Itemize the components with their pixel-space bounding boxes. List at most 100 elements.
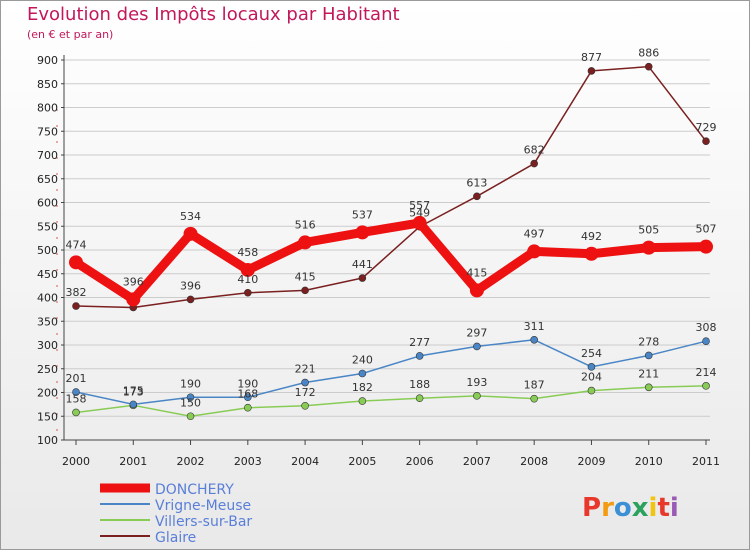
data-label: 410 (237, 273, 258, 286)
x-tick-label: 2003 (234, 455, 262, 468)
series-line-donchery (71, 218, 711, 304)
y-tick-label: 500 (37, 244, 58, 257)
data-label: 474 (66, 238, 87, 251)
data-label: 193 (466, 376, 487, 389)
data-point (301, 286, 309, 295)
data-label: 382 (66, 286, 87, 299)
y-tick-label: 300 (37, 339, 58, 352)
data-point (587, 67, 596, 75)
x-tick-label: 2000 (62, 455, 90, 468)
data-label: 168 (237, 388, 258, 401)
data-label: 613 (466, 176, 487, 189)
y-tick-label: 200 (37, 387, 58, 400)
legend-label: Vrigne-Meuse (155, 498, 251, 514)
x-tick-label: 2005 (348, 455, 376, 468)
y-tick-label: 350 (37, 315, 58, 328)
data-point (298, 235, 313, 250)
data-point (527, 244, 542, 259)
data-point (183, 226, 198, 241)
y-tick-label: 850 (37, 78, 58, 91)
data-point (244, 393, 252, 402)
data-label: 240 (352, 354, 373, 367)
axes (56, 55, 710, 441)
x-tick-label: 2009 (577, 455, 605, 468)
logo-letter: P (582, 493, 601, 523)
data-label: 173 (123, 385, 144, 398)
y-tick-label: 550 (37, 220, 58, 233)
data-label: 396 (123, 275, 144, 288)
data-labels: 474 396 534 458 516 537 557 415 497 492 505 507 201 1… (66, 47, 717, 410)
x-tick-label: 2007 (463, 455, 491, 468)
x-tick-label: 2011 (692, 455, 720, 468)
data-point (301, 378, 309, 387)
series-group (69, 62, 713, 421)
x-tick-label: 2010 (635, 455, 663, 468)
data-label: 214 (696, 366, 717, 379)
data-label: 278 (638, 335, 659, 348)
data-point (473, 342, 481, 351)
data-point (530, 335, 538, 344)
data-label: 211 (638, 367, 659, 380)
data-point (129, 400, 138, 409)
y-tick-label: 650 (37, 173, 58, 186)
x-axis-ticks: 2000 2001 2002 2003 2004 2005 2006 2007 2008 2009… (62, 440, 720, 468)
y-tick-label: 450 (37, 268, 58, 281)
data-point (301, 401, 309, 410)
data-point (412, 215, 427, 230)
data-point (530, 159, 538, 168)
logo-letter: i (649, 493, 658, 523)
data-point (644, 62, 653, 71)
data-label: 187 (524, 379, 545, 392)
x-tick-label: 2008 (520, 455, 548, 468)
data-point (72, 408, 80, 417)
data-label: 254 (581, 347, 602, 360)
data-point (69, 255, 83, 270)
series-line-vrigne-meuse (75, 339, 707, 406)
data-label: 516 (295, 218, 316, 231)
logo-letter: o (614, 493, 632, 523)
data-label: 201 (66, 372, 87, 385)
data-label: 415 (295, 270, 316, 283)
logo-letter: r (601, 493, 614, 523)
legend-label: Glaire (155, 530, 196, 546)
data-label: 729 (696, 121, 717, 134)
data-label: 204 (581, 371, 602, 384)
x-tick-label: 2001 (119, 455, 147, 468)
data-label: 492 (581, 230, 602, 243)
data-point (358, 397, 367, 405)
data-point (587, 386, 596, 395)
logo-letter: x (632, 493, 649, 523)
data-point (72, 388, 80, 396)
data-point (587, 363, 596, 371)
data-label: 308 (696, 321, 717, 334)
data-point (186, 393, 195, 402)
legend-label: Villers-sur-Bar (155, 514, 252, 530)
y-axis-ticks: 100 150 200 250 300 350 400 450 500 550 600 650 700 7… (37, 54, 64, 447)
data-point (186, 295, 195, 304)
data-point (641, 240, 656, 255)
x-tick-label: 2004 (291, 455, 319, 468)
data-label: 175 (123, 384, 144, 397)
series-line-glaire (75, 65, 707, 309)
y-tick-label: 150 (37, 410, 58, 423)
y-tick-label: 100 (37, 434, 58, 447)
logo-letter: i (670, 493, 679, 523)
proxiti-logo: Proxiti (582, 493, 679, 523)
data-label: 190 (180, 377, 201, 390)
data-label: 458 (237, 246, 258, 259)
data-label: 190 (237, 377, 258, 390)
data-point (244, 288, 252, 297)
data-label: 297 (466, 326, 487, 339)
data-label: 886 (638, 47, 659, 60)
x-tick-label: 2002 (177, 455, 205, 468)
data-point (126, 292, 141, 307)
data-point (702, 137, 710, 146)
data-label: 188 (409, 378, 430, 391)
y-tick-label: 750 (37, 125, 58, 138)
data-point (358, 274, 367, 282)
y-tick-label: 800 (37, 102, 58, 115)
data-label: 682 (524, 144, 545, 157)
data-point (72, 302, 80, 310)
